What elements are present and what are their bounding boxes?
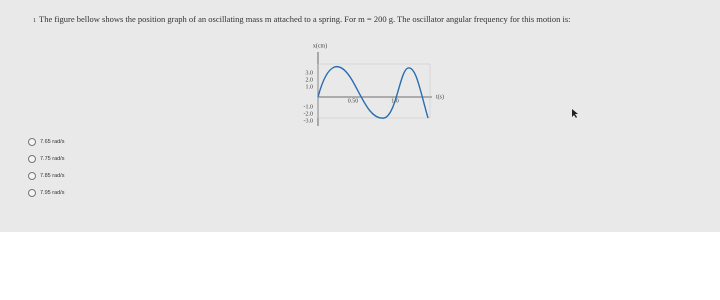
option[interactable]: 7.85 rad/s <box>28 172 64 180</box>
x-tick-label: 1.0 <box>391 98 399 104</box>
y-tick-label: -2.0 <box>304 111 314 117</box>
y-tick-label: 1.0 <box>306 84 314 90</box>
question: 1 The figure bellow shows the position gr… <box>33 14 703 27</box>
x-tick-label: 0.50 <box>348 98 359 104</box>
wave <box>317 65 429 119</box>
option-label: 7.95 rad/s <box>40 190 65 196</box>
option-label: 7.75 rad/s <box>40 156 65 162</box>
option[interactable]: 7.95 rad/s <box>28 189 64 197</box>
grid <box>317 63 431 119</box>
position-graph: x(cm) 3.0 2.0 1.0 -1.0 -2.0 -3.0 0.50 1.… <box>304 42 578 126</box>
option-label: 7.65 rad/s <box>40 139 65 145</box>
x-axis-label: t(s) <box>436 93 444 100</box>
y-tick-label: -3.0 <box>304 118 314 124</box>
question-panel: 1 The figure bellow shows the position gr… <box>0 0 720 232</box>
y-tick-label: -1.0 <box>304 104 314 110</box>
question-text: The figure bellow shows the position gra… <box>39 14 571 24</box>
y-axis-label: x(cm) <box>313 42 327 49</box>
option-label: 7.85 rad/s <box>40 173 65 179</box>
question-number: 1 <box>33 18 36 24</box>
y-tick-label: 2.0 <box>306 77 314 83</box>
y-tick-label: 3.0 <box>306 70 314 76</box>
mouse-cursor <box>572 109 578 118</box>
option[interactable]: 7.65 rad/s <box>28 138 64 146</box>
option[interactable]: 7.75 rad/s <box>28 155 64 163</box>
